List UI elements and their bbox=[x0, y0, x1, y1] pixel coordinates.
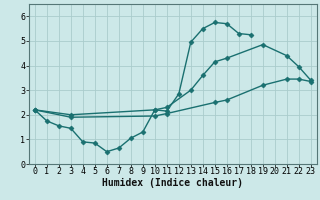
X-axis label: Humidex (Indice chaleur): Humidex (Indice chaleur) bbox=[102, 178, 243, 188]
